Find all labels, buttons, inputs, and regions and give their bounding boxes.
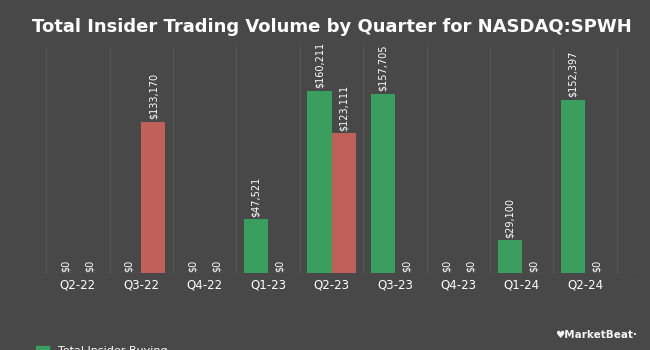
Bar: [307, 91, 332, 273]
Text: $0: $0: [61, 260, 71, 272]
Bar: [141, 121, 165, 273]
Text: $157,705: $157,705: [378, 45, 388, 91]
Bar: [561, 100, 585, 273]
Text: $0: $0: [465, 260, 475, 272]
Legend: Total Insider Buying, Total Insider Selling: Total Insider Buying, Total Insider Sell…: [32, 341, 172, 350]
Bar: [244, 219, 268, 273]
Bar: [498, 240, 522, 273]
Text: $0: $0: [124, 260, 135, 272]
Text: $47,521: $47,521: [251, 176, 261, 217]
Text: $123,111: $123,111: [339, 85, 348, 131]
Title: Total Insider Trading Volume by Quarter for NASDAQ:SPWH: Total Insider Trading Volume by Quarter …: [32, 18, 631, 36]
Text: $0: $0: [188, 260, 198, 272]
Text: $160,211: $160,211: [315, 42, 324, 89]
Text: $29,100: $29,100: [504, 198, 515, 238]
Text: $0: $0: [528, 260, 539, 272]
Text: $0: $0: [592, 260, 602, 272]
Text: ♥MarketBeat·: ♥MarketBeat·: [555, 329, 637, 340]
Text: $0: $0: [441, 260, 451, 272]
Text: $0: $0: [212, 260, 222, 272]
Text: $0: $0: [402, 260, 412, 272]
Bar: [370, 93, 395, 273]
Text: $0: $0: [85, 260, 95, 272]
Bar: [332, 133, 356, 273]
Text: $133,170: $133,170: [148, 73, 159, 119]
Text: $152,397: $152,397: [568, 51, 578, 97]
Text: $0: $0: [275, 260, 285, 272]
